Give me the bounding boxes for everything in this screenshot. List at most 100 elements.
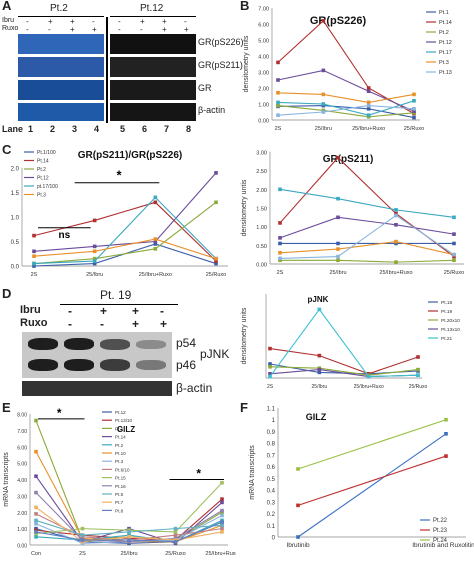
data-point <box>276 78 280 82</box>
legend-label: pt.17/100 <box>37 184 58 190</box>
x-tick-label: 25/Ruxo <box>206 272 227 278</box>
data-point <box>412 107 416 111</box>
legend-label: Pt.13 <box>439 70 452 76</box>
data-point <box>317 307 322 312</box>
data-point <box>296 535 300 539</box>
data-point <box>220 530 224 534</box>
ibru-label: Ibru <box>2 17 15 24</box>
y-tick-label: 0.00 <box>258 119 269 125</box>
legend-label: Pt.14 <box>37 159 49 165</box>
band-p54-3 <box>100 339 130 350</box>
legend-label: Pt.3 <box>115 459 124 464</box>
y-axis-label: mRNA transcripts <box>249 445 256 500</box>
data-point <box>278 258 282 263</box>
data-point <box>278 187 282 192</box>
series-line <box>277 105 415 119</box>
ruxo-sign: + <box>70 25 75 34</box>
data-point <box>416 355 420 359</box>
band-p46-3 <box>100 359 130 371</box>
data-point <box>366 374 371 379</box>
y-tick-label: 2.00 <box>17 511 27 517</box>
data-point <box>153 239 158 244</box>
x-tick-label: 25/Ibru+Ruxo <box>354 384 384 390</box>
series-line <box>269 308 419 378</box>
x-tick-label: 25/Ibru+Ruxo <box>205 551 236 557</box>
ruxo-sign: - <box>118 25 121 34</box>
y-axis-label: densitometry untis <box>241 179 248 236</box>
ruxo-sign-d: - <box>100 317 104 331</box>
y-tick-label: 7.00 <box>17 429 27 435</box>
ibru-sign: + <box>162 17 167 26</box>
panel-f-letter: F <box>240 400 248 415</box>
x-tick-label: 2S <box>31 272 38 278</box>
data-point <box>92 259 97 263</box>
y-tick-label: 0.6 <box>267 465 276 471</box>
sig-star-2: * <box>196 467 201 481</box>
ruxo-sign: - <box>140 25 143 34</box>
series-line <box>277 105 415 116</box>
data-point <box>276 100 280 105</box>
y-tick-label: 0 <box>272 536 276 542</box>
y-tick-label: 0.50 <box>256 244 267 250</box>
data-point <box>32 261 36 266</box>
blot-row-label: GR(pS211) <box>198 60 243 70</box>
data-point <box>127 530 131 534</box>
band-p46-2 <box>64 359 94 371</box>
data-point <box>412 115 416 120</box>
lane-number: 8 <box>186 124 192 134</box>
chart-pjnk: 2S 25/Ibru 25/Ibru+Ruxo 25/Ruxo pJNK densitom… <box>241 294 460 390</box>
data-point <box>32 254 36 258</box>
panel-d: D Pt. 19 Ibru Ruxo - + + - - - + + p54 p46 pJNK… <box>0 286 236 398</box>
data-point <box>80 538 85 542</box>
y-tick-label: 0.00 <box>17 544 27 550</box>
legend-label: Pt.2 <box>37 167 46 173</box>
series-line <box>279 216 455 239</box>
data-point <box>214 256 218 261</box>
y-tick-label: 1.5 <box>11 191 20 197</box>
data-point <box>394 260 398 264</box>
data-point <box>366 86 371 90</box>
legend-label: Pt.16 <box>115 484 126 489</box>
data-point <box>214 200 218 205</box>
x-tick-label: 2S <box>79 551 86 557</box>
panel-e: E 0.00 1.00 2.00 3.00 4.00 5.00 6.00 7.00 8.00 Co… <box>0 400 239 567</box>
y-tick-label: 3.00 <box>258 71 269 77</box>
data-point <box>394 223 398 227</box>
data-point <box>173 539 178 544</box>
legend-label: Pt.22 <box>433 518 448 524</box>
x-tick-label: 25/Ibru+Ruxo <box>139 272 172 278</box>
lane-number: 4 <box>94 124 100 134</box>
data-point <box>214 259 218 263</box>
blot-row-label: GR <box>198 83 212 93</box>
legend-label: Pt.5 <box>115 492 124 497</box>
y-tick-label: 3.00 <box>17 494 27 500</box>
ruxo-label-d: Ruxo <box>20 317 48 329</box>
y-tick-label: 2.0 <box>11 167 20 173</box>
series-line <box>33 238 217 260</box>
x-tick-label: Con <box>31 551 41 557</box>
y-tick-label: 0.00 <box>256 263 267 269</box>
x-tick-label: 25/Ruxo <box>409 384 428 390</box>
x-tick-label: 25/Ruxo <box>444 270 465 276</box>
blot-row-label: β-actin <box>198 105 226 115</box>
data-point <box>34 535 38 539</box>
pt2-label: Pt.2 <box>50 3 68 14</box>
data-point <box>366 89 371 93</box>
y-axis-label: mRNA transcripts <box>3 452 10 507</box>
x-tick-label: Ibrutinib and Ruxolitinib <box>412 542 474 549</box>
data-point <box>268 372 272 376</box>
lane-number: 6 <box>142 124 148 134</box>
data-point <box>268 365 272 369</box>
x-tick-label: 25/Ruxo <box>165 551 186 557</box>
series-line <box>280 259 455 263</box>
y-tick-label: 1.00 <box>17 527 27 533</box>
data-point <box>34 418 38 423</box>
lane-number: 3 <box>72 124 78 134</box>
data-point <box>321 102 326 106</box>
series-line <box>33 201 217 265</box>
data-point <box>153 237 158 241</box>
y-axis-label: densitometry units <box>241 307 248 364</box>
series-line <box>279 156 455 257</box>
pt12-underline <box>110 16 196 17</box>
data-point <box>317 367 322 372</box>
